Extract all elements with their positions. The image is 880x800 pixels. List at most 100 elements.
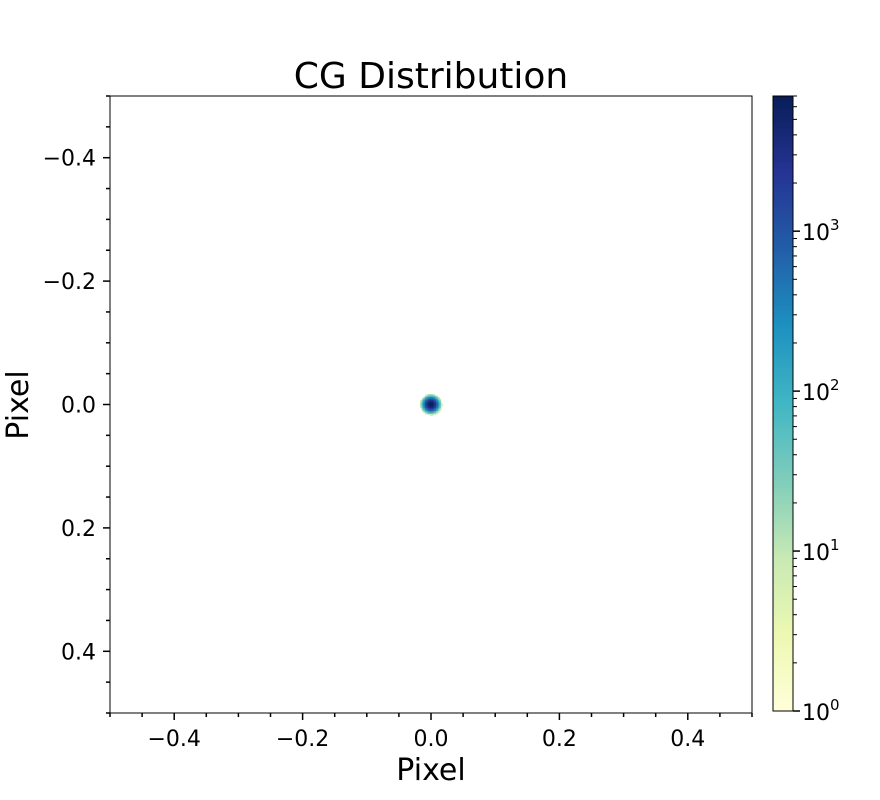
heatmap-cell [436, 409, 439, 412]
heatmap-cell [437, 397, 440, 399]
heatmap-cell [424, 400, 427, 403]
heatmap-cell [428, 409, 431, 412]
heatmap-cell [434, 409, 437, 412]
heatmap-cell [439, 400, 442, 403]
heatmap-cell [431, 414, 434, 416]
heatmap-cell [424, 403, 427, 406]
heatmap-cell [431, 412, 434, 415]
heatmap-cell [426, 403, 429, 406]
heatmap-cell [431, 410, 434, 413]
colorbar-tick-label: 100 [802, 696, 840, 726]
y-tick-label: 0.0 [61, 394, 96, 419]
heatmap-cell [426, 395, 429, 398]
heatmap-cell [424, 398, 427, 401]
heatmap-cell [429, 410, 432, 413]
heatmap-cell [431, 407, 434, 410]
heatmap-cell [432, 398, 435, 401]
heatmap-cell [432, 394, 435, 396]
heatmap-cell [431, 404, 434, 407]
heatmap-cell [437, 401, 440, 404]
heatmap-cell [440, 404, 443, 407]
heatmap-cell [429, 395, 432, 398]
heatmap-cell [428, 403, 431, 406]
x-tick-label: 0.4 [670, 727, 705, 752]
colorbar-tick-label: 103 [802, 216, 840, 246]
heatmap-cell [431, 406, 434, 409]
y-tick-label: −0.2 [43, 270, 96, 295]
heatmap-cell [439, 404, 442, 407]
heatmap-cell [426, 397, 429, 399]
y-tick-label: 0.4 [61, 640, 96, 665]
y-tick-label: 0.2 [61, 517, 96, 542]
heatmap-cell [421, 401, 424, 404]
heatmap-cell [426, 398, 429, 401]
heatmap-cell [424, 409, 427, 412]
heatmap-cell [428, 397, 431, 399]
heatmap-cell [432, 412, 435, 415]
y-axis-label: Pixel [1, 370, 36, 439]
heatmap-cell [439, 398, 442, 401]
heatmap-cell [436, 406, 439, 409]
heatmap-cell [426, 401, 429, 404]
heatmap-cell [421, 400, 424, 403]
heatmap-cell [437, 400, 440, 403]
heatmap-cell [439, 409, 442, 412]
heatmap-cell [431, 403, 434, 406]
heatmap-cell [437, 407, 440, 410]
heatmap-cell [429, 412, 432, 415]
heatmap-cell [439, 401, 442, 404]
heatmap-cell [437, 404, 440, 407]
heatmap-cell [439, 403, 442, 406]
heatmap-cell [420, 400, 422, 403]
heatmap-cell [426, 412, 429, 415]
heatmap-cell [434, 412, 437, 415]
heatmap-cell [429, 407, 432, 410]
heatmap-cell [420, 403, 422, 406]
heatmap-cell [431, 397, 434, 399]
heatmap-cell [424, 410, 427, 413]
heatmap-cell [432, 401, 435, 404]
x-tick-label: −0.2 [276, 727, 329, 752]
heatmap-cell [428, 412, 431, 415]
heatmap-cell [434, 400, 437, 403]
heatmap-cell [428, 407, 431, 410]
heatmap-cell [436, 401, 439, 404]
heatmap-cell [423, 407, 426, 410]
heatmap-cell [436, 407, 439, 410]
heatmap-cell [426, 407, 429, 410]
heatmap-cell [436, 395, 439, 398]
heatmap-cell [426, 406, 429, 409]
heatmap-cell [431, 409, 434, 412]
heatmap-cell [428, 395, 431, 398]
heatmap-cell [434, 404, 437, 407]
heatmap-cell [429, 400, 432, 403]
heatmap-cell [432, 400, 435, 403]
heatmap-cell [429, 398, 432, 401]
heatmap-cell [429, 414, 432, 416]
heatmap-cell [432, 395, 435, 398]
colorbar [772, 95, 794, 712]
heatmap-cell [429, 394, 432, 396]
heatmap-cell [426, 410, 429, 413]
heatmap-cell [437, 403, 440, 406]
heatmap-cell [440, 403, 443, 406]
heatmap-cell [429, 409, 432, 412]
heatmap-cell [429, 404, 432, 407]
heatmap-cell [421, 403, 424, 406]
heatmap-cell [424, 401, 427, 404]
heatmap-cell [429, 401, 432, 404]
heatmap-cell [424, 397, 427, 399]
heatmap-cell [437, 410, 440, 413]
colorbar-tick-label: 101 [802, 536, 840, 566]
heatmap-cell [421, 404, 424, 407]
heatmap-cell [434, 410, 437, 413]
heatmap-cell [423, 398, 426, 401]
heatmap-cell [421, 407, 424, 410]
heatmap-cell [432, 403, 435, 406]
heatmap-cell [436, 404, 439, 407]
heatmap-cell [436, 400, 439, 403]
heatmap-cell [426, 394, 429, 396]
heatmap-cell [423, 410, 426, 413]
heatmap-cell [428, 400, 431, 403]
